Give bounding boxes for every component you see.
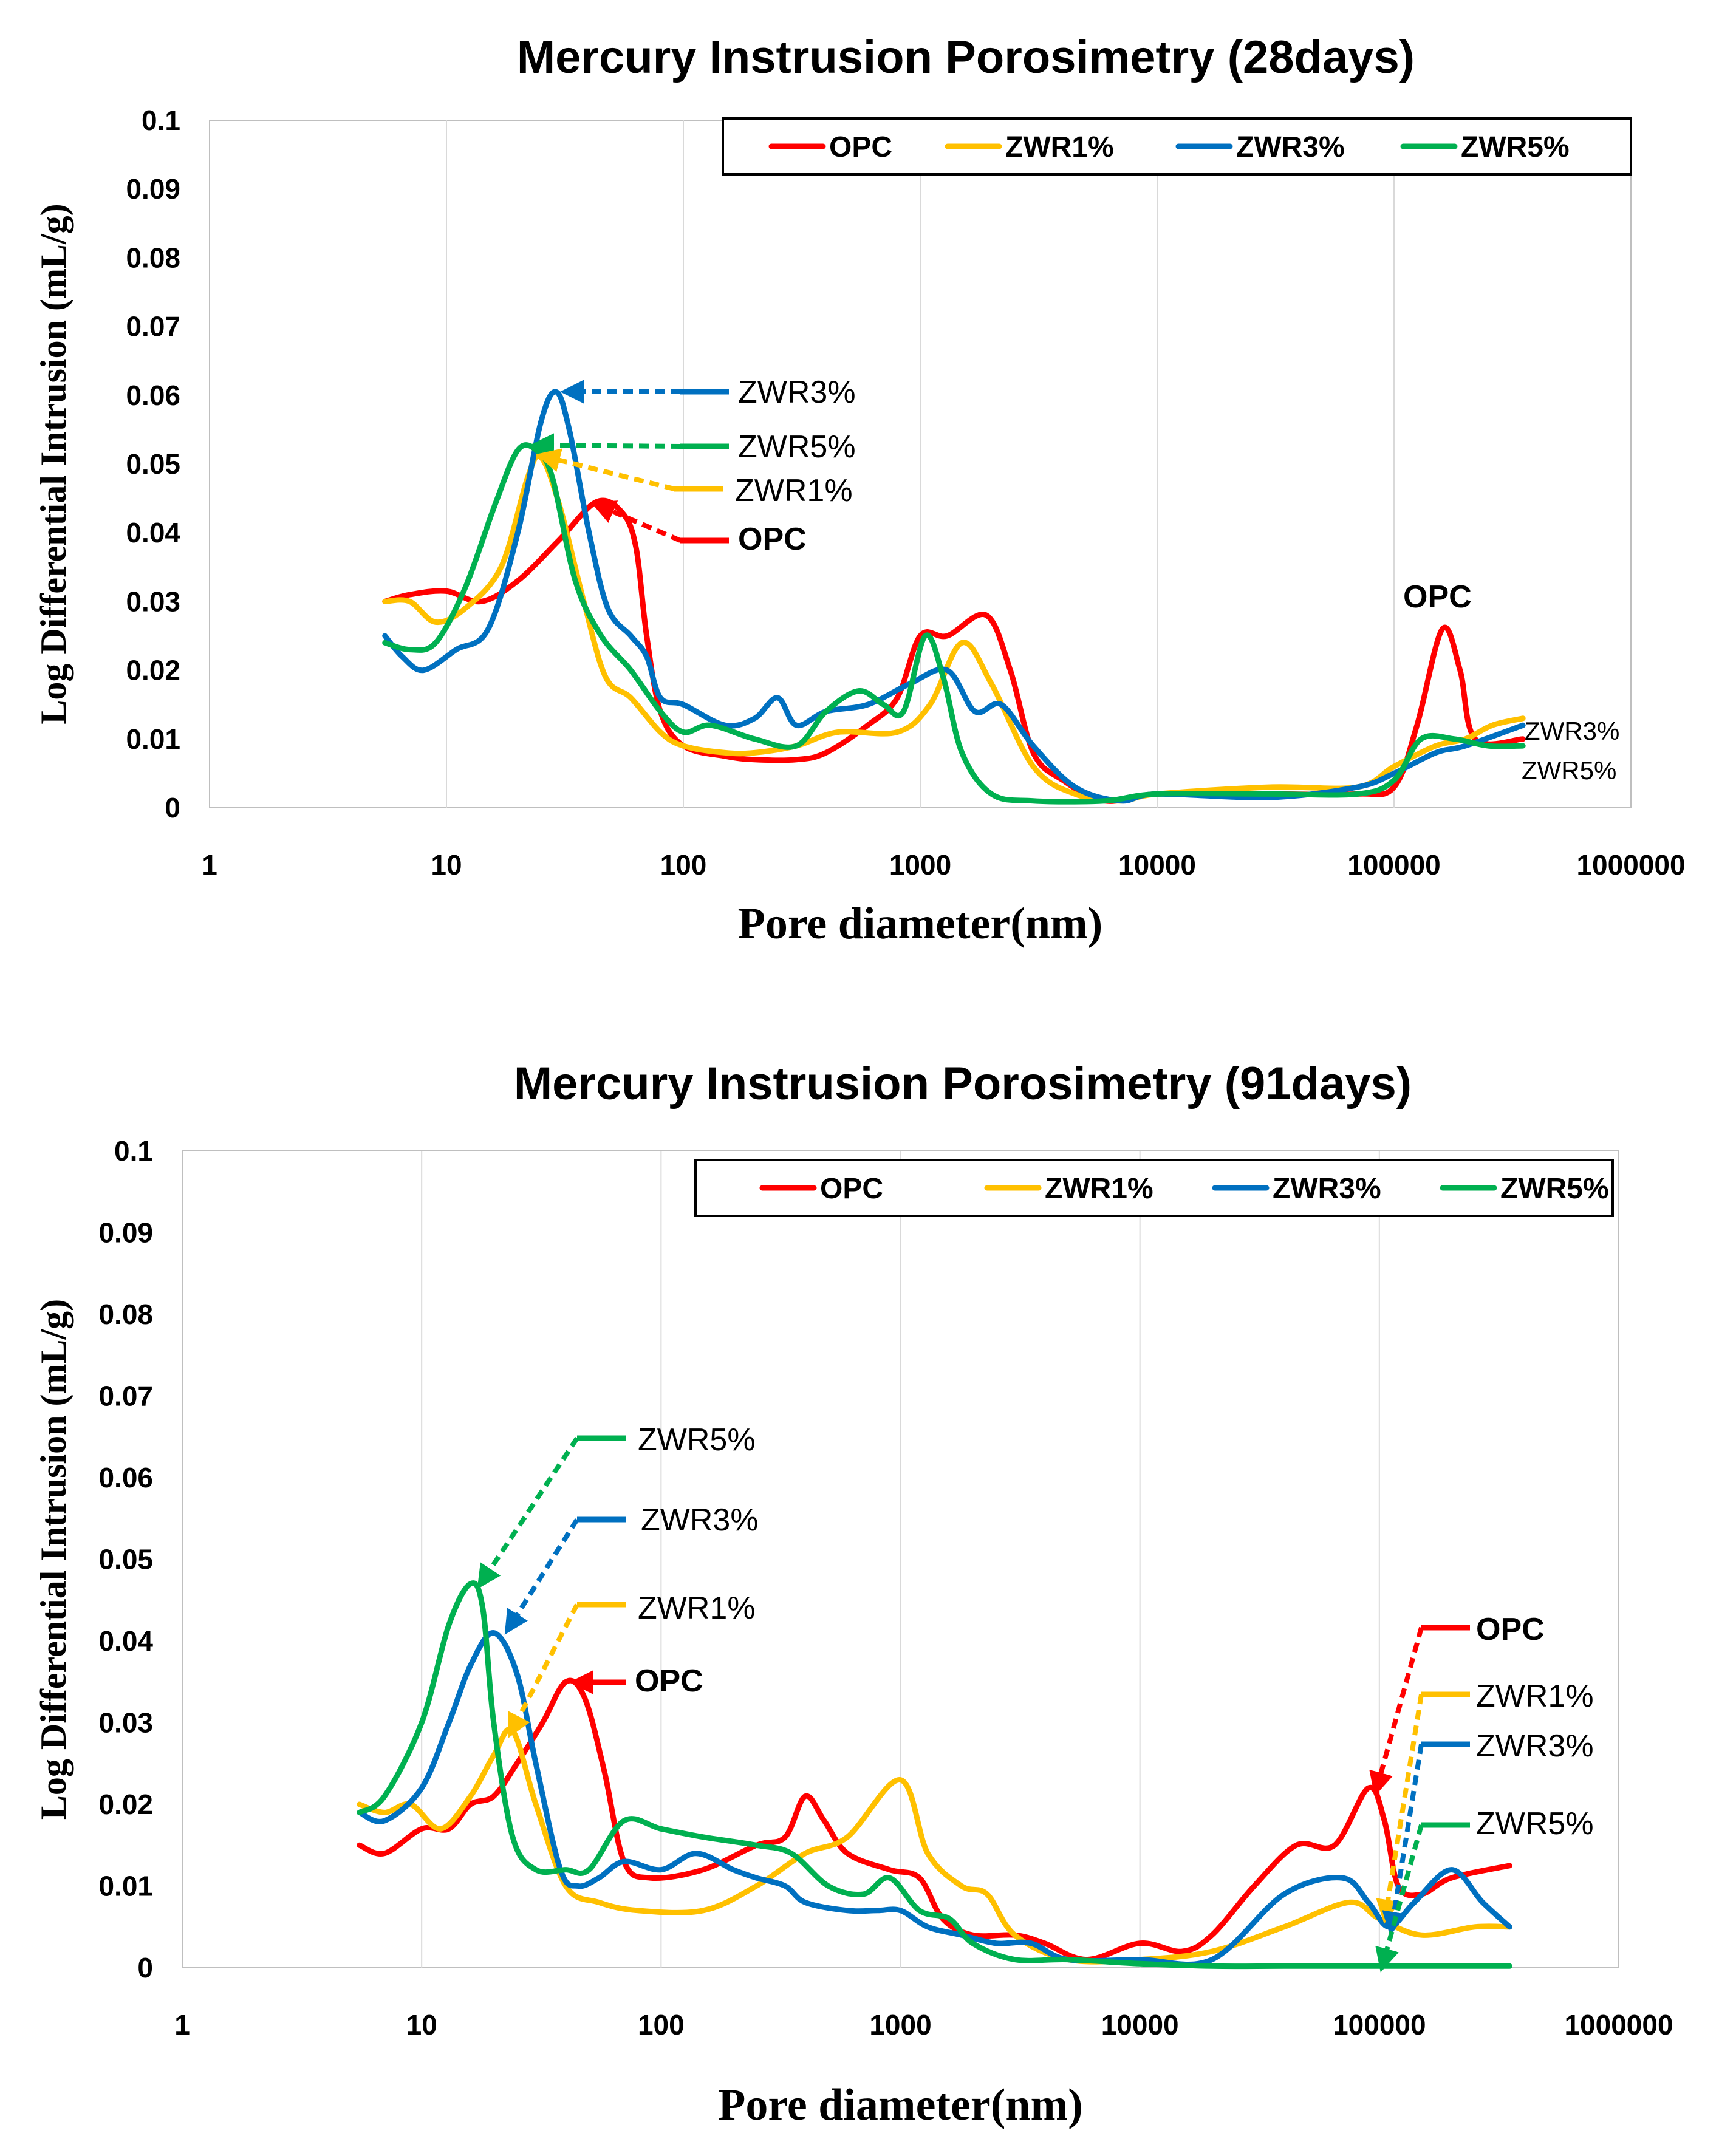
legend-label: OPC xyxy=(829,131,892,163)
x-tick-label: 100000 xyxy=(1333,2009,1426,2041)
x-axis-label: Pore diameter(nm) xyxy=(738,899,1103,949)
x-tick-label: 10000 xyxy=(1118,849,1196,881)
x-tick-label: 100000 xyxy=(1347,849,1441,881)
legend-label: ZWR3% xyxy=(1236,131,1345,163)
annotation-label: ZWR1% xyxy=(638,1591,756,1626)
y-tick-label: 0.06 xyxy=(126,380,180,411)
annotation-label: ZWR5% xyxy=(1522,756,1616,785)
annotation-label: ZWR3% xyxy=(738,375,856,410)
y-tick-label: 0.07 xyxy=(126,311,180,343)
annotation-label: ZWR1% xyxy=(1476,1679,1594,1714)
chart-28days: Mercury Instrusion Porosimetry (28days) 1… xyxy=(33,32,1686,949)
chart-91days: Mercury Instrusion Porosimetry (91days) 1… xyxy=(33,1058,1673,2130)
x-tick-label: 1000 xyxy=(889,849,951,881)
annotation-label: ZWR5% xyxy=(738,429,856,465)
series-line-zwr5pct xyxy=(357,1580,1512,1970)
annotation-label: OPC xyxy=(1476,1612,1545,1647)
x-tick-label: 10 xyxy=(431,849,462,881)
y-tick-label: 0.01 xyxy=(98,1871,153,1902)
y-tick-label: 0.03 xyxy=(98,1707,153,1739)
y-tick-label: 0.05 xyxy=(98,1544,153,1575)
annotation-arrow xyxy=(536,448,675,491)
annotation-arrow xyxy=(1376,1694,1424,1924)
annotation-arrow xyxy=(1382,1744,1424,1936)
chart-title: Mercury Instrusion Porosimetry (91days) xyxy=(514,1058,1412,1110)
y-tick-label: 0.02 xyxy=(98,1789,153,1820)
annotation-label: ZWR3% xyxy=(1476,1728,1594,1764)
series-line-zwr3pct xyxy=(357,1630,1512,1968)
annotation-label: ZWR1% xyxy=(735,473,853,508)
x-tick-label: 10000 xyxy=(1101,2009,1179,2041)
chart-title: Mercury Instrusion Porosimetry (28days) xyxy=(517,32,1415,83)
x-tick-label: 1 xyxy=(174,2009,190,2041)
annotation-arrow xyxy=(477,1436,579,1589)
annotation-arrow xyxy=(504,1518,579,1635)
annotation-label: OPC xyxy=(1403,579,1472,615)
x-tick-label: 10 xyxy=(406,2009,437,2041)
legend-label: ZWR1% xyxy=(1045,1173,1153,1205)
y-tick-label: 0.06 xyxy=(98,1462,153,1493)
x-axis-label: Pore diameter(nm) xyxy=(718,2080,1083,2130)
y-tick-label: 0.02 xyxy=(126,655,180,686)
annotation-label: OPC xyxy=(635,1663,703,1699)
y-tick-label: 0 xyxy=(137,1952,153,1984)
annotation-label: OPC xyxy=(738,522,807,557)
y-tick-label: 0.09 xyxy=(98,1217,153,1249)
annotation-arrow xyxy=(1375,1824,1424,1973)
series-line-zwr5pct xyxy=(382,442,1526,805)
y-tick-label: 0.04 xyxy=(98,1625,153,1657)
y-tick-label: 0.1 xyxy=(142,104,180,136)
annotation-arrow xyxy=(1369,1626,1424,1796)
y-axis-label: Log Differential Intrusion (mL/g) xyxy=(33,203,73,724)
y-tick-label: 0.05 xyxy=(126,448,180,480)
annotation-arrow xyxy=(508,1603,579,1739)
annotation-label: ZWR3% xyxy=(1525,717,1619,745)
annotation-arrow xyxy=(530,433,681,458)
legend-label: ZWR1% xyxy=(1005,131,1114,163)
x-tick-label: 1 xyxy=(202,849,217,881)
legend: OPC ZWR1% ZWR3% ZWR5% xyxy=(722,117,1632,176)
annotation-label: ZWR3% xyxy=(641,1503,759,1538)
y-tick-label: 0.04 xyxy=(126,517,180,548)
x-tick-label: 100 xyxy=(638,2009,685,2041)
series-line-zwr3pct xyxy=(382,389,1526,804)
legend: OPC ZWR1% ZWR3% ZWR5% xyxy=(694,1159,1614,1217)
y-tick-label: 0.1 xyxy=(114,1135,153,1167)
x-tick-label: 1000 xyxy=(869,2009,931,2041)
annotation-label: ZWR5% xyxy=(638,1422,756,1458)
annotation-label: ZWR5% xyxy=(1476,1806,1594,1841)
y-tick-label: 0.08 xyxy=(126,242,180,273)
y-tick-label: 0.07 xyxy=(98,1380,153,1412)
x-tick-label: 100 xyxy=(660,849,707,881)
legend-label: ZWR3% xyxy=(1273,1173,1381,1205)
y-tick-label: 0.09 xyxy=(126,173,180,205)
y-tick-label: 0.03 xyxy=(126,585,180,617)
y-axis-label: Log Differential Intrusion (mL/g) xyxy=(33,1299,73,1820)
legend-label: ZWR5% xyxy=(1500,1173,1609,1205)
y-tick-label: 0.08 xyxy=(98,1298,153,1330)
legend-label: ZWR5% xyxy=(1461,131,1570,163)
x-tick-label: 1000000 xyxy=(1564,2009,1673,2041)
legend-label: OPC xyxy=(820,1173,883,1205)
y-tick-label: 0 xyxy=(165,792,180,824)
y-tick-label: 0.01 xyxy=(126,723,180,755)
x-tick-label: 1000000 xyxy=(1576,849,1685,881)
